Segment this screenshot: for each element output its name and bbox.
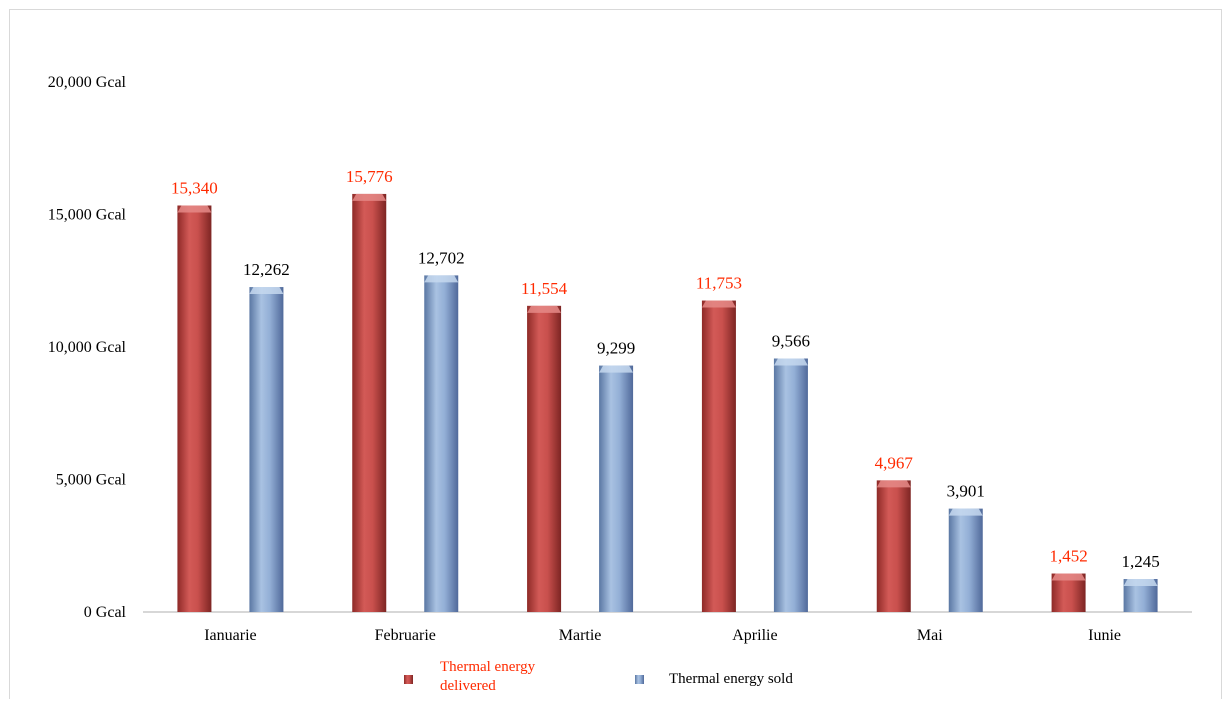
bar-sold-februarie bbox=[424, 275, 459, 612]
bar-cap bbox=[948, 508, 983, 516]
bar-sold-martie bbox=[599, 365, 634, 612]
bar-cap bbox=[249, 287, 284, 295]
y-tick-label: 0 Gcal bbox=[84, 604, 127, 621]
bar-cap bbox=[876, 480, 911, 488]
data-label: 12,702 bbox=[418, 248, 465, 267]
legend: Thermal energy delivered Thermal energy … bbox=[404, 659, 793, 694]
data-label: 11,753 bbox=[696, 274, 742, 293]
x-category-label: Februarie bbox=[375, 627, 436, 644]
bar-cap bbox=[527, 305, 562, 313]
bar-sold-aprilie bbox=[773, 358, 808, 612]
data-label: 12,262 bbox=[243, 260, 290, 279]
data-label: 11,554 bbox=[521, 279, 568, 298]
data-label: 15,776 bbox=[346, 167, 393, 186]
legend-swatch-delivered bbox=[404, 675, 413, 684]
bar-cap bbox=[701, 300, 736, 308]
legend-label-delivered-line2: delivered bbox=[440, 678, 496, 694]
y-tick-label: 5,000 Gcal bbox=[56, 472, 127, 489]
bar-series: 15,340 12,262 15,776 12,702 11,554 9,299 11,75… bbox=[171, 167, 1160, 613]
data-label: 9,566 bbox=[772, 332, 810, 351]
data-label: 3,901 bbox=[947, 482, 985, 501]
bar-cap bbox=[773, 358, 808, 366]
x-category-label: Iunie bbox=[1088, 627, 1121, 644]
y-axis-ticks: 0 Gcal 5,000 Gcal 10,000 Gcal 15,000 Gcal 20… bbox=[48, 74, 127, 621]
data-label: 9,299 bbox=[597, 339, 635, 358]
legend-swatch-sold bbox=[635, 675, 644, 684]
x-category-label: Aprilie bbox=[732, 627, 777, 644]
x-axis-categories: Ianuarie Februarie Martie Aprilie Mai Iunie bbox=[204, 627, 1121, 644]
bar-cap bbox=[177, 205, 212, 213]
bar-sold-mai bbox=[948, 508, 983, 612]
legend-label-delivered-line1: Thermal energy bbox=[440, 659, 536, 675]
legend-label-sold: Thermal energy sold bbox=[669, 671, 793, 687]
data-label: 4,967 bbox=[875, 453, 914, 472]
bar-delivered-februarie bbox=[352, 193, 387, 612]
bar-delivered-martie bbox=[527, 305, 562, 612]
x-category-label: Martie bbox=[559, 627, 602, 644]
data-label: 1,452 bbox=[1049, 547, 1087, 566]
bar-cap bbox=[352, 193, 387, 201]
y-tick-label: 15,000 Gcal bbox=[48, 207, 127, 224]
bar-cap bbox=[424, 275, 459, 283]
bar-cap bbox=[1051, 573, 1086, 581]
bar-cap bbox=[599, 365, 634, 373]
x-category-label: Ianuarie bbox=[204, 627, 256, 644]
y-tick-label: 20,000 Gcal bbox=[48, 74, 127, 91]
x-category-label: Mai bbox=[917, 627, 943, 644]
bar-sold-ianuarie bbox=[249, 287, 284, 612]
bar-cap bbox=[1123, 579, 1158, 587]
bar-delivered-aprilie bbox=[701, 300, 736, 612]
data-label: 1,245 bbox=[1121, 552, 1159, 571]
data-label: 15,340 bbox=[171, 178, 218, 197]
bar-delivered-mai bbox=[876, 480, 911, 612]
chart-frame bbox=[9, 9, 1222, 699]
bar-delivered-ianuarie bbox=[177, 205, 212, 613]
y-tick-label: 10,000 Gcal bbox=[48, 339, 127, 356]
